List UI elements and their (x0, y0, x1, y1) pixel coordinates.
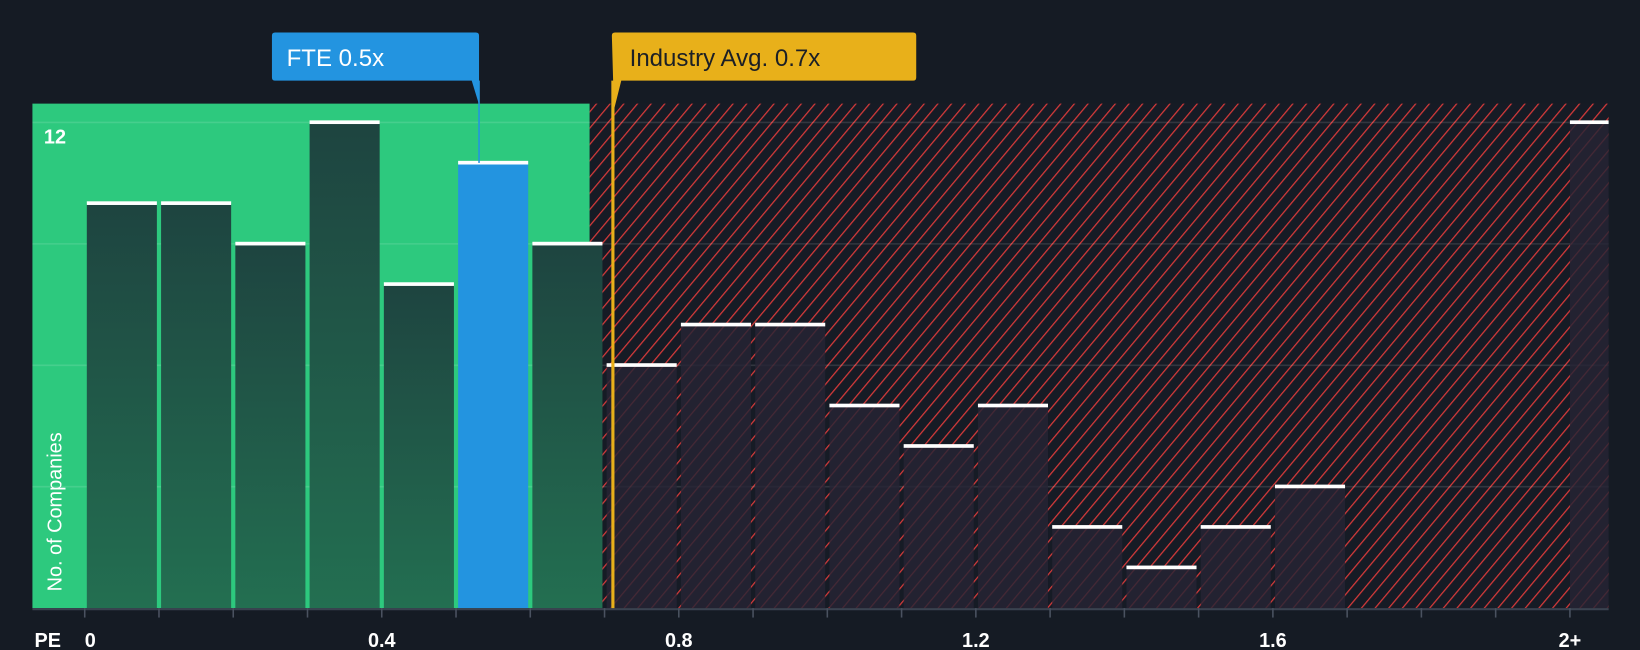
bar-top-line (458, 160, 529, 165)
company-callout (271, 32, 480, 105)
x-tick-label: 0.4 (368, 630, 396, 650)
bar (309, 122, 380, 609)
x-tick-label: 1.6 (1259, 630, 1287, 650)
x-axis-label: PE (35, 630, 61, 650)
x-tick-label: 1.2 (962, 630, 990, 650)
bar-top-line (532, 241, 603, 246)
bar (1126, 567, 1197, 609)
bar-top-line (606, 363, 677, 367)
bar (1274, 486, 1346, 609)
industry-avg-marker: Industry Avg. 0.7x (611, 32, 917, 609)
bar (903, 446, 974, 609)
bar-top-line (235, 241, 306, 246)
company-label: FTE 0.5x (287, 45, 385, 72)
bar (235, 243, 306, 609)
bar (86, 203, 157, 609)
bar (1052, 527, 1123, 609)
bar (1569, 122, 1609, 609)
bar (1200, 527, 1271, 609)
bar-top-line (1274, 484, 1346, 489)
bar-top-line (1126, 565, 1197, 570)
x-tick-label: 0 (85, 630, 96, 650)
bar-top-line (383, 282, 454, 286)
bar-highlighted (458, 162, 529, 609)
y-tick-label: 12 (44, 126, 66, 148)
bar-top-line (680, 322, 751, 327)
bar-top-line (1052, 525, 1123, 529)
industry-avg-label: Industry Avg. 0.7x (630, 45, 821, 72)
bar (606, 365, 677, 609)
company-marker: FTE 0.5x (271, 32, 480, 163)
bar (829, 405, 900, 609)
bar-top-line (977, 403, 1049, 408)
bar-top-line (829, 403, 900, 408)
bar-top-line (755, 322, 826, 327)
bar (680, 324, 751, 609)
x-tick-label: 2+ (1559, 630, 1582, 650)
y-axis-label: No. of Companies (45, 432, 67, 591)
bar-top-line (1200, 525, 1271, 529)
bar (383, 284, 454, 609)
bar-top-line (86, 201, 157, 205)
bar-top-line (309, 120, 380, 125)
industry-avg-callout (611, 32, 917, 110)
bar-top-line (1569, 120, 1609, 125)
bar-top-line (903, 444, 974, 448)
bar (161, 203, 232, 609)
bar (532, 243, 603, 609)
bar-top-line (161, 201, 232, 205)
bar (977, 405, 1049, 609)
x-tick-label: 0.8 (665, 630, 693, 650)
bar (755, 324, 826, 609)
